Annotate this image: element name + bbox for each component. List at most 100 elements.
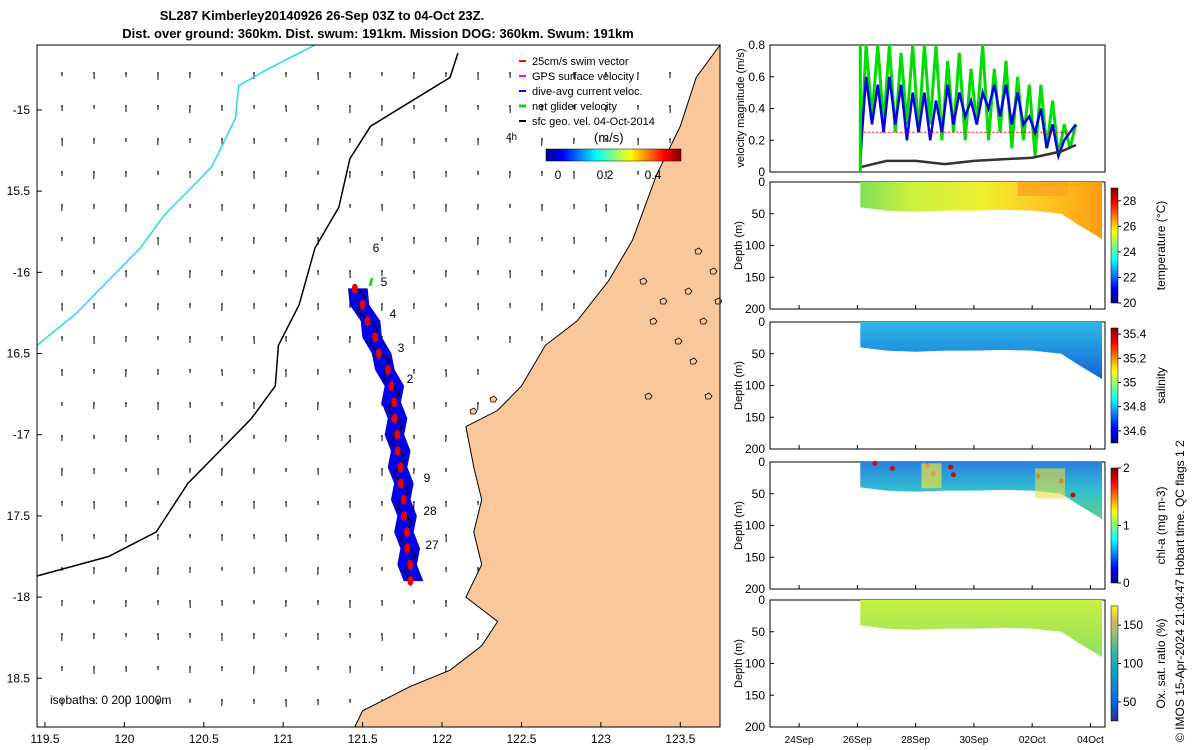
time-axis-label: 24Sep bbox=[785, 735, 814, 746]
section-y-tick-label: 0 bbox=[758, 593, 765, 607]
track-day-label: 2 bbox=[407, 372, 414, 386]
swim-vector-marker bbox=[397, 462, 404, 473]
geo-velocity-arrow bbox=[509, 171, 511, 178]
colorbar-tick-label: 35 bbox=[1123, 375, 1137, 389]
map-x-tick-label: 120 bbox=[114, 732, 134, 746]
geo-velocity-arrow bbox=[93, 666, 95, 675]
geo-velocity-arrow bbox=[93, 435, 95, 440]
section-y-tick-label: 200 bbox=[745, 582, 765, 596]
map-y-tick-label: -18 bbox=[13, 590, 31, 604]
geo-velocity-arrow bbox=[125, 204, 127, 212]
colorbar-tick-label: 20 bbox=[1123, 296, 1137, 310]
geo-velocity-arrow bbox=[381, 666, 383, 672]
geo-velocity-arrow bbox=[125, 435, 127, 442]
geo-velocity-arrow bbox=[93, 336, 95, 344]
geo-velocity-arrow bbox=[157, 567, 159, 575]
geo-velocity-arrow bbox=[605, 171, 607, 177]
geo-velocity-arrow bbox=[349, 699, 351, 704]
isobath-200m bbox=[36, 44, 316, 346]
geo-velocity-arrow bbox=[253, 534, 255, 539]
map-y-tick-label: -16 bbox=[13, 265, 31, 279]
time-axis-label: 04Oct bbox=[1077, 735, 1104, 746]
svg-text:GPS surface velocity: GPS surface velocity bbox=[532, 71, 635, 83]
geo-velocity-arrow bbox=[509, 105, 511, 113]
geo-velocity-arrow bbox=[157, 699, 159, 706]
geo-velocity-arrow bbox=[253, 171, 255, 179]
section-y-tick-label: 50 bbox=[752, 347, 766, 361]
geo-velocity-arrow bbox=[93, 138, 95, 145]
geo-velocity-arrow bbox=[413, 204, 415, 209]
swim-vector-marker bbox=[359, 299, 366, 310]
colorbar-tick-label: 34.6 bbox=[1123, 424, 1147, 438]
geo-velocity-arrow bbox=[125, 468, 127, 472]
geo-velocity-arrow bbox=[317, 270, 319, 275]
geo-velocity-arrow bbox=[125, 237, 127, 242]
geo-velocity-arrow bbox=[221, 336, 223, 341]
colorbar-tick-0: 0 bbox=[555, 168, 562, 182]
colorbar-tick-label: 100 bbox=[1123, 657, 1143, 671]
geo-velocity-arrow bbox=[413, 105, 415, 110]
temp-warm-patch bbox=[1017, 182, 1068, 196]
geo-velocity-arrow bbox=[61, 72, 63, 76]
chl-hotspot bbox=[872, 460, 878, 466]
geo-velocity-arrow bbox=[349, 567, 351, 573]
section-y-tick-label: 150 bbox=[745, 270, 765, 284]
map-y-tick-label: 15.5 bbox=[7, 184, 31, 198]
chl-hotspot bbox=[948, 464, 954, 470]
section-y-tick-label: 200 bbox=[745, 720, 765, 734]
geo-velocity-arrow bbox=[349, 633, 351, 638]
geo-velocity-arrow bbox=[381, 303, 383, 311]
geo-velocity-arrow bbox=[189, 369, 191, 374]
geo-velocity-arrow bbox=[477, 72, 479, 80]
chl-patch bbox=[921, 463, 942, 489]
velocity-colorbar bbox=[545, 148, 682, 162]
geo-velocity-arrow bbox=[381, 435, 383, 441]
swim-vector-marker bbox=[375, 348, 382, 359]
geo-velocity-arrow bbox=[93, 369, 95, 374]
geo-velocity-arrow bbox=[445, 600, 447, 608]
geo-velocity-arrow bbox=[445, 237, 447, 242]
geo-velocity-arrow bbox=[477, 105, 479, 110]
oxygen-cbar-label: Ox. sat. ratio (%) bbox=[1154, 618, 1168, 708]
geo-velocity-arrow bbox=[125, 72, 127, 77]
geo-velocity-arrow bbox=[445, 435, 447, 442]
oxygen-ylabel: Depth (m) bbox=[733, 639, 745, 688]
chlorophyll-cbar-label: chl-a (mg m-3) bbox=[1154, 486, 1168, 564]
geo-velocity-arrow bbox=[189, 501, 191, 508]
geo-velocity-arrow bbox=[221, 270, 223, 276]
geo-velocity-arrow bbox=[157, 105, 159, 110]
geo-velocity-arrow bbox=[285, 402, 287, 407]
swim-vector-marker bbox=[372, 332, 379, 343]
geo-velocity-arrow bbox=[317, 138, 319, 145]
figure-title-line2: Dist. over ground: 360km. Dist. swum: 19… bbox=[122, 26, 634, 41]
geo-velocity-arrow bbox=[157, 171, 159, 176]
geo-velocity-arrow bbox=[413, 402, 415, 409]
geo-velocity-arrow bbox=[445, 105, 447, 112]
colorbar-tick-label: 150 bbox=[1123, 618, 1143, 632]
geo-velocity-arrow bbox=[285, 699, 287, 707]
section-y-tick-label: 100 bbox=[745, 239, 765, 253]
geo-velocity-arrow bbox=[189, 666, 191, 674]
geo-velocity-arrow bbox=[189, 567, 191, 574]
geo-velocity-arrow bbox=[445, 369, 447, 377]
geo-velocity-arrow bbox=[541, 270, 543, 276]
swim-vector-marker bbox=[391, 413, 398, 424]
geo-velocity-arrow bbox=[221, 402, 223, 406]
geo-velocity-arrow bbox=[285, 171, 287, 177]
geo-velocity-arrow bbox=[317, 534, 319, 541]
geo-velocity-arrow bbox=[253, 402, 255, 409]
geo-velocity-arrow bbox=[445, 501, 447, 508]
geo-velocity-arrow bbox=[381, 105, 383, 111]
geo-velocity-arrow bbox=[381, 72, 383, 77]
geo-velocity-arrow bbox=[349, 171, 351, 178]
geo-velocity-arrow bbox=[189, 468, 191, 474]
isobath-label: isobaths: 0 200 1000m bbox=[50, 693, 171, 707]
geo-velocity-arrow bbox=[61, 435, 63, 441]
geo-velocity-arrow bbox=[637, 105, 639, 111]
geo-velocity-arrow bbox=[125, 369, 127, 377]
geo-velocity-arrow bbox=[93, 600, 95, 604]
colorbar-tick-1: 0.2 bbox=[597, 168, 614, 182]
island-shape bbox=[694, 247, 703, 255]
legend-item-dive-avg-current: dive-avg current veloc. bbox=[519, 86, 643, 98]
velocity-y-tick-label: 0.6 bbox=[748, 70, 765, 84]
